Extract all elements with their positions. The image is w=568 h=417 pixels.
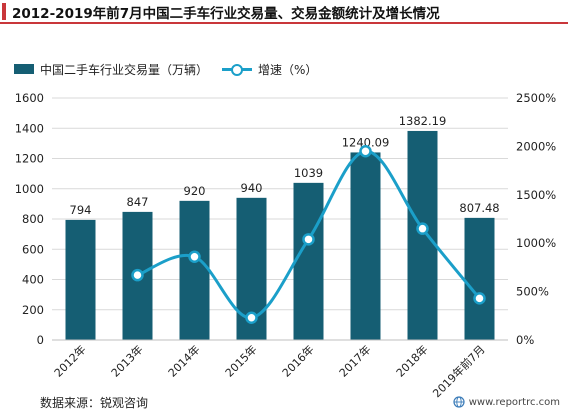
x-tick-label: 2019年前7月 <box>430 342 488 400</box>
y-right-tick-label: 2000% <box>516 139 556 153</box>
growth-rate-point <box>302 233 315 246</box>
x-tick-label: 2014年 <box>165 342 202 379</box>
watermark-site: www.reportrc.com <box>453 396 560 408</box>
y-left-tick-label: 200 <box>22 303 44 317</box>
bar-value-label: 1039 <box>294 166 323 180</box>
bar-value-label: 920 <box>184 184 206 198</box>
bar <box>65 219 96 340</box>
title-accent-bar <box>2 3 6 20</box>
chart-title: 2012-2019年前7月中国二手车行业交易量、交易金额统计及增长情况 <box>12 6 440 22</box>
y-left-tick-label: 1400 <box>15 121 44 135</box>
bar <box>293 182 324 340</box>
growth-rate-point <box>416 222 429 235</box>
chart-legend: 中国二手车行业交易量（万辆） 增速（%） <box>14 60 317 78</box>
legend-bar-label: 中国二手车行业交易量（万辆） <box>40 62 209 77</box>
legend-line-label: 增速（%） <box>258 62 318 77</box>
y-left-tick-label: 600 <box>22 242 44 256</box>
bar <box>464 217 495 340</box>
globe-icon <box>453 396 465 408</box>
y-left-tick-label: 0 <box>37 333 44 347</box>
y-right-tick-label: 1500% <box>516 188 556 202</box>
bar-value-label: 1382.19 <box>399 114 447 128</box>
bar <box>179 200 210 340</box>
y-right-tick-label: 0% <box>516 333 534 347</box>
y-left-tick-label: 1200 <box>15 152 44 166</box>
growth-rate-point <box>131 268 144 282</box>
growth-rate-point <box>245 311 258 324</box>
y-left-tick-label: 400 <box>22 273 44 287</box>
legend-bar-swatch <box>14 64 34 74</box>
bar <box>407 130 438 340</box>
legend-line-swatch <box>222 63 253 76</box>
bar-value-label: 807.48 <box>459 201 499 215</box>
bar-value-label: 847 <box>127 195 149 209</box>
x-tick-label: 2013年 <box>108 342 145 379</box>
bar-value-label: 794 <box>70 203 92 217</box>
bar-value-label: 940 <box>241 181 263 195</box>
x-tick-label: 2018年 <box>393 342 430 379</box>
bar-value-label: 1240.09 <box>342 135 390 149</box>
y-right-tick-label: 500% <box>516 285 549 299</box>
title-bar: 2012-2019年前7月中国二手车行业交易量、交易金额统计及增长情况 <box>0 0 568 24</box>
x-tick-label: 2012年 <box>51 342 88 379</box>
x-tick-label: 2016年 <box>279 342 316 379</box>
growth-rate-point <box>473 292 486 305</box>
growth-rate-point <box>359 144 372 158</box>
bar <box>350 152 381 340</box>
x-tick-label: 2015年 <box>222 342 259 379</box>
y-left-tick-label: 800 <box>22 212 44 226</box>
data-source-note: 数据来源：锐观咨询 <box>40 396 149 410</box>
y-left-tick-label: 1600 <box>15 91 44 105</box>
watermark-site-text: www.reportrc.com <box>468 396 560 408</box>
x-tick-label: 2017年 <box>336 342 373 379</box>
growth-rate-point <box>188 250 201 264</box>
y-right-tick-label: 2500% <box>516 91 556 105</box>
y-left-tick-label: 1000 <box>15 182 44 196</box>
y-right-tick-label: 1000% <box>516 236 556 250</box>
